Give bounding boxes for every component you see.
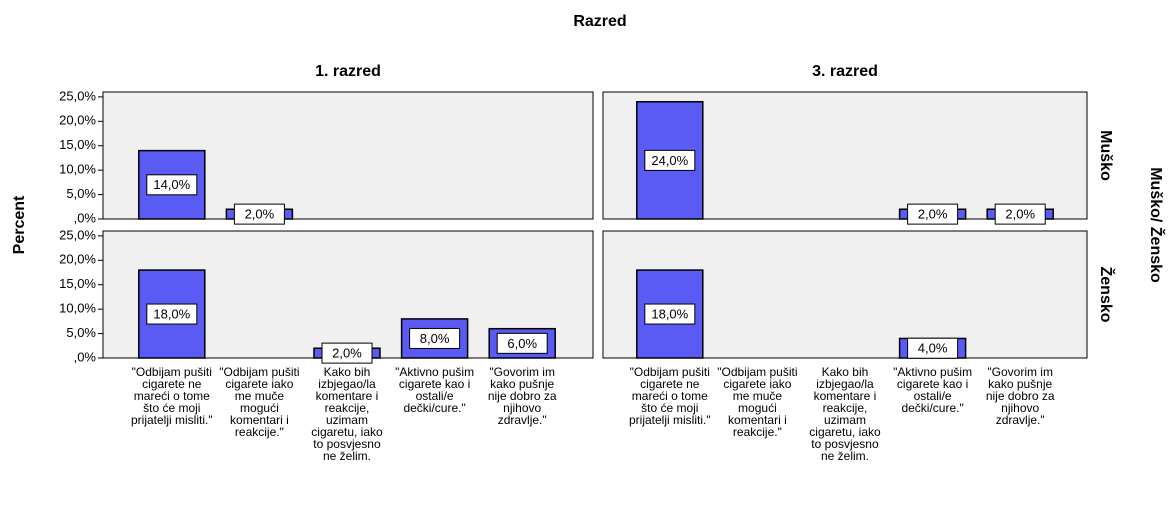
y-tick-label: ,0%	[74, 349, 97, 364]
value-label: 2,0%	[332, 346, 362, 361]
value-label: 2,0%	[918, 207, 948, 222]
x-tick-label: "Odbijam pušiti cigarete ne mareći o tom…	[130, 366, 213, 427]
value-label-box	[907, 337, 959, 359]
x-tick-label-box: Kako bih izbjegao/la komentare i reakcij…	[311, 366, 383, 463]
x-tick-label-box: "Odbijam pušiti cigarete iako me muče mo…	[717, 366, 798, 439]
value-label-box	[644, 303, 696, 325]
y-tick-label: 25,0%	[59, 227, 96, 242]
column-label: 3. razred	[812, 63, 878, 80]
y-tick-label: 5,0%	[66, 186, 96, 201]
value-label: 14,0%	[153, 177, 190, 192]
y-tick-label: 25,0%	[59, 88, 96, 103]
x-tick-label: "Odbijam pušiti cigarete iako me muče mo…	[717, 366, 798, 439]
x-tick-label: "Govorim im kako pušnje nije dobro za nj…	[487, 366, 557, 427]
x-tick-label-box: "Govorim im kako pušnje nije dobro za nj…	[487, 366, 557, 427]
y-tick-label: 5,0%	[66, 325, 96, 340]
y-tick-label: 10,0%	[59, 162, 96, 177]
x-tick-label-box: "Aktivno pušim cigarete kao i ostali/e d…	[395, 366, 475, 415]
y-tick-label: 10,0%	[59, 301, 96, 316]
x-tick-label: "Govorim im kako pušnje nije dobro za nj…	[985, 366, 1055, 427]
row-label: Žensko	[1097, 266, 1116, 322]
x-tick-label-box: Kako bih izbjegao/la komentare i reakcij…	[809, 366, 881, 463]
row-label: Muško	[1097, 130, 1114, 181]
x-tick-label-box: "Odbijam pušiti cigarete ne mareći o tom…	[130, 366, 213, 427]
value-label: 18,0%	[153, 306, 190, 321]
x-tick-label: "Aktivno pušim cigarete kao i ostali/e d…	[893, 366, 973, 415]
value-label-box	[496, 332, 548, 354]
x-tick-label-box: "Odbijam pušiti cigarete iako me muče mo…	[219, 366, 300, 439]
x-tick-label: "Odbijam pušiti cigarete iako me muče mo…	[219, 366, 300, 439]
y-tick-label: 15,0%	[59, 137, 96, 152]
value-label: 8,0%	[420, 331, 450, 346]
x-tick-label: Kako bih izbjegao/la komentare i reakcij…	[311, 366, 383, 463]
y-tick-label: 20,0%	[59, 252, 96, 267]
row-title: Muško/ Žensko	[1147, 167, 1166, 283]
x-tick-label: "Aktivno pušim cigarete kao i ostali/e d…	[395, 366, 475, 415]
value-label-box	[321, 342, 373, 364]
value-label-box	[146, 174, 198, 196]
value-label-box	[409, 327, 461, 349]
value-label: 2,0%	[245, 207, 275, 222]
value-label-box	[907, 203, 959, 225]
value-label: 24,0%	[651, 153, 688, 168]
x-tick-label-box: "Aktivno pušim cigarete kao i ostali/e d…	[893, 366, 973, 415]
x-tick-label-box: "Govorim im kako pušnje nije dobro za nj…	[985, 366, 1055, 427]
value-label: 18,0%	[651, 306, 688, 321]
value-label: 4,0%	[918, 341, 948, 356]
value-label-box	[146, 303, 198, 325]
chart-title: Razred	[573, 13, 626, 30]
y-tick-label: 20,0%	[59, 113, 96, 128]
value-label-box	[644, 149, 696, 171]
column-label: 1. razred	[315, 63, 381, 80]
y-tick-label: ,0%	[74, 210, 97, 225]
y-axis-label: Percent	[11, 195, 28, 254]
y-tick-label: 15,0%	[59, 276, 96, 291]
value-label: 2,0%	[1005, 207, 1035, 222]
value-label-box	[233, 203, 285, 225]
value-label: 6,0%	[507, 336, 537, 351]
x-tick-label: Kako bih izbjegao/la komentare i reakcij…	[809, 366, 881, 463]
x-tick-label: "Odbijam pušiti cigarete ne mareći o tom…	[628, 366, 711, 427]
value-label-box	[994, 203, 1046, 225]
x-tick-label-box: "Odbijam pušiti cigarete ne mareći o tom…	[628, 366, 711, 427]
